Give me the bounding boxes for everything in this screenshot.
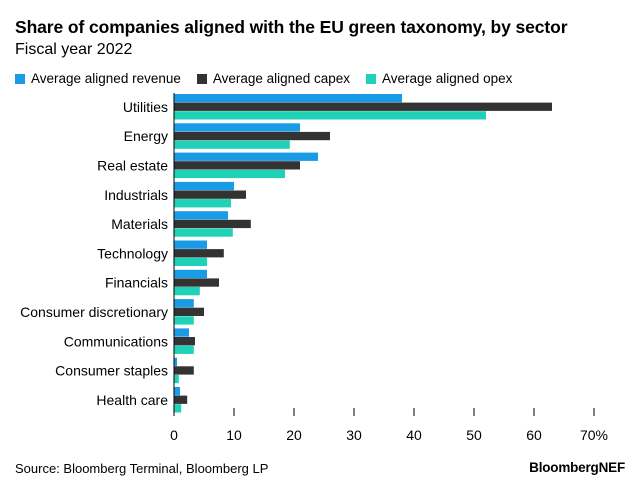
source-note: Source: Bloomberg Terminal, Bloomberg LP [15, 461, 269, 476]
category-label-real-estate: Real estate [97, 158, 168, 174]
x-tick-label-50: 50 [466, 427, 482, 443]
bar-health-care-average-aligned-opex [174, 404, 182, 413]
bar-financials-average-aligned-capex [174, 278, 219, 287]
bar-technology-average-aligned-capex [174, 249, 224, 258]
category-label-technology: Technology [97, 245, 168, 261]
bar-health-care-average-aligned-capex [174, 395, 188, 404]
legend-swatch-revenue [15, 73, 25, 84]
legend-swatch-capex [196, 73, 207, 84]
bar-consumer-discretionary-average-aligned-capex [174, 307, 204, 316]
bar-real-estate-average-aligned-revenue [174, 152, 318, 161]
bar-financials-average-aligned-revenue [174, 269, 207, 279]
bar-technology-average-aligned-opex [174, 257, 207, 266]
x-tick-label-0: 0 [170, 427, 178, 443]
legend-label-capex: Average aligned capex [212, 71, 350, 86]
bar-energy-average-aligned-revenue [174, 123, 300, 132]
legend-label-opex: Average aligned opex [381, 71, 513, 86]
bar-communications-average-aligned-capex [174, 337, 195, 346]
bar-energy-average-aligned-capex [174, 131, 330, 141]
legend-item-opex: Average aligned opex [365, 71, 513, 86]
bar-real-estate-average-aligned-opex [174, 169, 285, 179]
bar-industrials-average-aligned-capex [174, 190, 246, 199]
bar-consumer-discretionary-average-aligned-revenue [174, 299, 194, 308]
chart-title: Share of companies aligned with the EU g… [15, 17, 568, 37]
bar-health-care-average-aligned-revenue [174, 387, 180, 396]
category-label-industrials: Industrials [104, 187, 168, 203]
bar-technology-average-aligned-revenue [174, 240, 207, 249]
bar-financials-average-aligned-opex [174, 287, 200, 296]
category-label-energy: Energy [124, 128, 168, 144]
category-label-consumer-discretionary: Consumer discretionary [20, 304, 168, 320]
bar-industrials-average-aligned-revenue [174, 181, 234, 191]
bar-consumer-staples-average-aligned-revenue [174, 357, 177, 366]
bar-energy-average-aligned-opex [174, 140, 290, 149]
bar-consumer-staples-average-aligned-opex [174, 374, 179, 384]
category-label-utilities: Utilities [123, 99, 168, 115]
chart-subtitle: Fiscal year 2022 [15, 41, 133, 58]
x-tick-label-60: 60 [526, 427, 542, 443]
bar-communications-average-aligned-revenue [174, 328, 189, 337]
x-tick-label-20: 20 [286, 427, 302, 443]
legend-item-revenue: Average aligned revenue [15, 71, 181, 86]
bar-communications-average-aligned-opex [174, 345, 194, 354]
bar-utilities-average-aligned-capex [174, 102, 552, 111]
category-label-consumer-staples: Consumer staples [55, 363, 168, 379]
chart-legend: Average aligned revenue Average aligned … [15, 71, 512, 86]
category-label-financials: Financials [105, 275, 168, 291]
x-tick-label-40: 40 [406, 427, 422, 443]
category-label-health-care: Health care [96, 392, 168, 408]
bar-utilities-average-aligned-revenue [174, 94, 402, 103]
bar-industrials-average-aligned-opex [174, 199, 231, 208]
legend-item-capex: Average aligned capex [196, 71, 350, 86]
x-tick-label-10: 10 [226, 427, 242, 443]
bar-materials-average-aligned-opex [174, 228, 233, 237]
bar-materials-average-aligned-capex [174, 219, 251, 229]
bar-consumer-staples-average-aligned-capex [174, 366, 194, 375]
brand-logo: BloombergNEF [529, 460, 625, 475]
bar-materials-average-aligned-revenue [174, 211, 228, 220]
x-tick-label-30: 30 [346, 427, 362, 443]
x-tick-label-70: 70% [580, 427, 608, 443]
bar-utilities-average-aligned-opex [174, 111, 486, 120]
legend-label-revenue: Average aligned revenue [31, 71, 181, 86]
bar-consumer-discretionary-average-aligned-opex [174, 316, 194, 325]
category-label-materials: Materials [111, 216, 168, 232]
category-label-communications: Communications [64, 333, 168, 349]
legend-swatch-opex [365, 73, 376, 84]
bar-real-estate-average-aligned-capex [174, 161, 300, 170]
